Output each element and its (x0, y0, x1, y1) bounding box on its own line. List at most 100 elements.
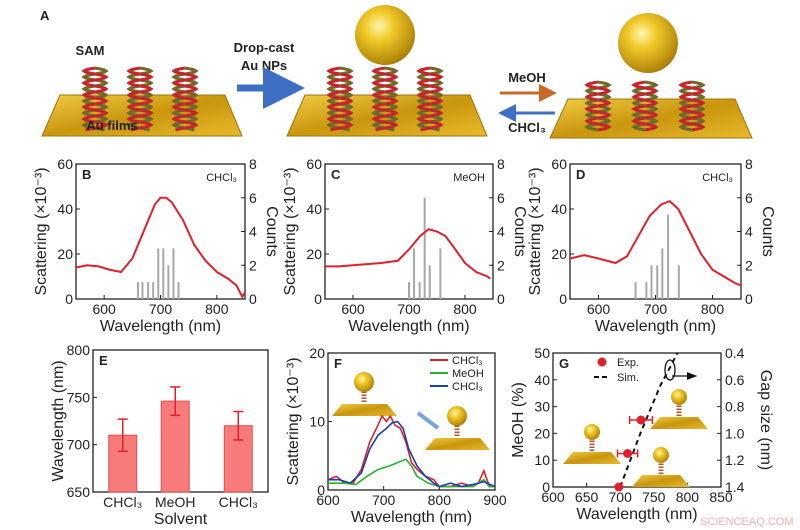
inset-particle-compressed (632, 447, 690, 487)
axis-pointer-loop-icon (664, 359, 676, 381)
y-axis-label: Scattering (×10⁻³) (285, 357, 302, 485)
helix-strand-olive (81, 66, 109, 132)
x-axis-label: Wavelength (nm) (595, 318, 716, 335)
legend-label-exp: Exp. (617, 357, 639, 369)
y-tick-label: 40 (534, 372, 550, 388)
x-tick-label: 700 (644, 301, 668, 317)
y2-tick-label: 1.4 (725, 479, 745, 495)
experimental-point (623, 449, 633, 458)
sam-helix (171, 66, 199, 132)
x-tick-label: 600 (541, 489, 565, 505)
panel-label: F (334, 356, 342, 371)
panel-label: C (331, 167, 341, 182)
y2-tick-label: 0 (745, 291, 753, 307)
watermark: SCIENCEAQ.COM (700, 516, 794, 528)
y2-tick-label: 8 (745, 156, 753, 172)
switch-arrow (416, 411, 440, 430)
compressed-sam-helix (678, 80, 706, 132)
compressed-sam-helix (584, 80, 612, 132)
y2-tick-label: 0.6 (725, 372, 745, 388)
y2-tick-label: 2 (497, 257, 505, 273)
helix-strand-red (631, 80, 659, 132)
drop-cast-label: Drop-cast (234, 40, 295, 55)
helix-strand-olive (416, 66, 444, 132)
y-tick-label: 40 (57, 201, 73, 217)
x-tick-label: 700 (397, 301, 421, 317)
experimental-point (636, 415, 646, 425)
gold-nanoparticle (584, 424, 600, 440)
y-tick-label: 800 (67, 342, 91, 358)
x-axis-label: Wavelength (nm) (576, 506, 697, 523)
y-tick-label: 0 (317, 482, 325, 498)
plot-frame (75, 163, 246, 300)
x-tick-label: 750 (642, 489, 666, 505)
y-tick-label: 10 (309, 414, 325, 430)
x-tick-label: 800 (701, 301, 725, 317)
helix-strand-red (584, 80, 612, 132)
inset-particle-mid (650, 389, 708, 429)
helix-strand-red (371, 66, 399, 132)
gold-nanoparticle (653, 447, 669, 463)
legend-label: CHCl₃ (452, 381, 483, 393)
au-film (632, 475, 690, 487)
y-tick-label: 60 (57, 156, 73, 172)
panel-g: G 0 10 20 30 40 50 600 650 700 750 800 850 Wavelength… (510, 345, 774, 523)
y-tick-label: 650 (67, 484, 91, 500)
y-tick-label: 750 (67, 389, 91, 405)
y-tick-label: 0 (542, 479, 550, 495)
y-tick-label: 40 (306, 201, 322, 217)
y2-axis-label: Counts (263, 206, 280, 257)
gold-nanoparticle (618, 13, 678, 73)
y-axis-label: Scattering (×10⁻³) (527, 167, 544, 295)
panel-f: F 0 10 20 600 700 800 900 Wavelength (nm) Scatter… (285, 345, 507, 526)
helix-strand-red (416, 66, 444, 132)
y-tick-label: 20 (534, 425, 550, 441)
x-tick-label: 800 (428, 492, 452, 508)
y2-tick-label: 2 (249, 257, 257, 273)
au-film (425, 438, 490, 450)
x-tick-label: 700 (372, 492, 396, 508)
solvent-annotation: CHCl₃ (702, 172, 733, 184)
y2-tick-label: 6 (745, 190, 753, 206)
helix-strand-red (326, 66, 354, 132)
inset-particle-compressed (425, 406, 490, 450)
y2-tick-label: 0.4 (725, 345, 745, 361)
x-tick-label: 600 (92, 301, 116, 317)
au-film (650, 417, 708, 429)
y-axis-label: Wavelength (nm) (50, 360, 67, 481)
legend-label: MeOH (452, 368, 484, 380)
sam-label: SAM (76, 43, 105, 58)
x-tick-label: 800 (453, 301, 477, 317)
y-tick-label: 10 (534, 452, 550, 468)
y2-tick-label: 4 (745, 224, 753, 240)
gold-nanoparticle (354, 372, 374, 392)
y-tick-label: 40 (551, 201, 567, 217)
y-tick-label: 700 (67, 437, 91, 453)
y2-tick-label: 8 (497, 156, 505, 172)
y-tick-label: 20 (551, 246, 567, 262)
x-tick-label: 600 (587, 301, 611, 317)
helix-strand-olive (126, 66, 154, 132)
inset-particle-extended (563, 424, 621, 464)
y2-tick-label: 6 (249, 190, 257, 206)
au-film (563, 452, 621, 464)
y2-tick-label: 8 (249, 156, 257, 172)
compressed-sam-helix (631, 80, 659, 132)
sam-helix (126, 66, 154, 132)
x-tick-label: 700 (149, 301, 173, 317)
y2-tick-label: 4 (497, 224, 505, 240)
au-nps-label: Au NPs (241, 58, 287, 73)
helix-strand-olive (371, 66, 399, 132)
plot-frame (569, 163, 742, 300)
y2-tick-label: 0 (249, 291, 257, 307)
x-tick-label: 600 (341, 301, 365, 317)
x-axis-label: Solvent (154, 511, 208, 528)
y-tick-label: 0 (314, 291, 322, 307)
spectrum-line-2 (328, 420, 496, 488)
category-label: CHCl₃ (103, 494, 142, 510)
y2-axis-label: Gap size (nm) (757, 370, 774, 470)
x-axis-label: Wavelength (nm) (348, 318, 469, 335)
